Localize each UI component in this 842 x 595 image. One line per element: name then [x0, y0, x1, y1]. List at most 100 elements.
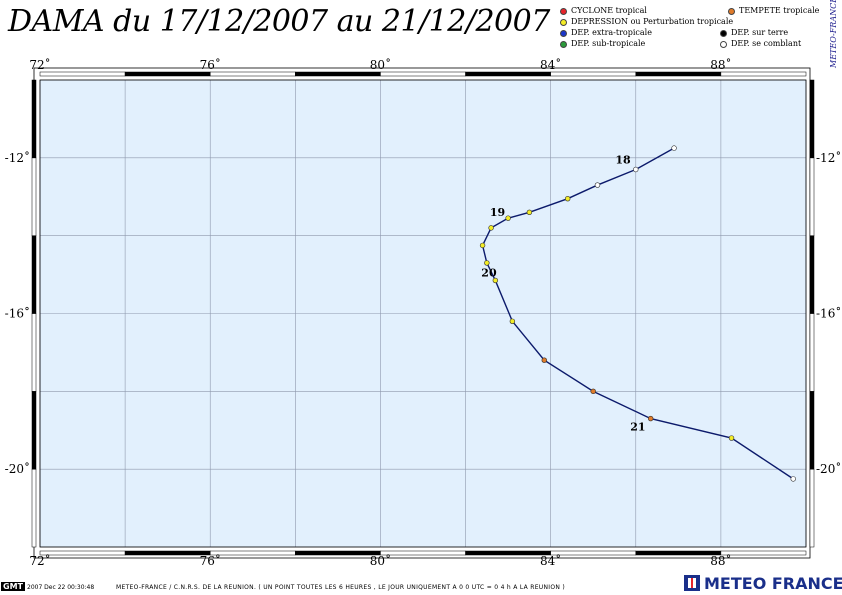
map-frame: [31, 71, 815, 556]
legend-label: DEPRESSION ou Perturbation tropicale: [571, 17, 734, 26]
white-dot-icon: [720, 40, 727, 48]
black-dot-icon: [720, 29, 727, 37]
frame-segment: [31, 468, 37, 548]
frame-segment: [809, 235, 815, 314]
day-label: 20: [481, 267, 497, 280]
lon-tick-label: 72˚: [29, 553, 50, 568]
track-point: [505, 215, 511, 221]
track-point: [526, 209, 533, 216]
legend-item: DEP. sub-tropicale: [560, 38, 645, 49]
track-point: [484, 260, 490, 266]
frame-segment: [809, 157, 815, 236]
legend-item: DEP. sur terre: [720, 27, 788, 38]
legend-label: TEMPETE tropicale: [739, 6, 820, 15]
track-point: [790, 476, 796, 482]
frame-segment: [124, 550, 211, 556]
map-title: DAMA du 17/12/2007 au 21/12/2007: [8, 4, 550, 39]
frame-segment: [550, 550, 637, 556]
axis-ticks: 72˚ 72˚ 76˚ 76˚ 80˚ 80˚ 84˚ 84˚ 88˚ 88˚ -12˚ -12˚ -1…: [5, 57, 842, 568]
track-point: [728, 435, 735, 441]
lon-tick-label: 84˚: [540, 553, 561, 568]
lon-tick-label: 72˚: [29, 57, 50, 72]
day-label: 18: [615, 154, 631, 167]
lat-tick-label: -20˚: [5, 461, 30, 476]
frame-segment: [209, 550, 296, 556]
frame-segment: [809, 391, 815, 470]
day-labels: 18 19 20 21: [481, 154, 645, 434]
legend-item: TEMPETE tropicale: [728, 5, 819, 16]
frame-segment: [31, 313, 37, 392]
frame-segment: [295, 550, 381, 556]
frame-segment: [635, 550, 722, 556]
track-point: [488, 225, 494, 231]
frame-segment: [465, 550, 551, 556]
track-point: [590, 388, 596, 395]
legend-label: CYCLONE tropical: [571, 6, 647, 15]
lon-tick-label: 80˚: [370, 553, 391, 568]
day-label: 21: [630, 420, 645, 433]
lat-tick-label: -16˚: [5, 306, 30, 321]
frame-segment: [720, 550, 807, 556]
frame-segment: [39, 71, 126, 77]
blue-dot-icon: [560, 29, 567, 37]
frame-segment: [31, 79, 37, 159]
map-border: [39, 79, 807, 548]
legend-label: DEP. sub-tropicale: [571, 39, 646, 48]
legend-label: DEP. se comblant: [731, 39, 802, 48]
legend-item: DEP. se comblant: [720, 38, 801, 49]
storm-track: [479, 145, 796, 482]
frame-segment: [209, 71, 296, 77]
track-point: [509, 318, 516, 324]
frame-segment: [380, 71, 466, 77]
track-point: [633, 166, 639, 173]
frame-segment: [720, 71, 807, 77]
legend-label: DEP. extra-tropicale: [571, 28, 652, 37]
timestamp: 2007 Dec 22 00:30:48: [27, 584, 95, 591]
lon-tick-label: 84˚: [540, 57, 561, 72]
lat-tick-label: -16˚: [816, 306, 841, 321]
legend-item: DEP. extra-tropicale: [560, 27, 652, 38]
lat-tick-label: -12˚: [816, 150, 841, 165]
track-point: [479, 242, 486, 249]
frame-segment: [31, 157, 37, 236]
frame-segment: [809, 313, 815, 392]
lon-tick-label: 76˚: [200, 57, 221, 72]
frame-segment: [809, 79, 815, 159]
lon-tick-label: 76˚: [200, 553, 221, 568]
day-label: 19: [490, 206, 505, 219]
frame-segment: [124, 71, 211, 77]
footer: GMT 2007 Dec 22 00:30:48 METEO-FRANCE / …: [0, 574, 842, 595]
orange-dot-icon: [728, 7, 735, 15]
meteo-france-logo-icon: [684, 575, 700, 591]
brand-name: METEO FRANCE: [704, 574, 842, 593]
track-point: [541, 357, 547, 363]
credit-line: METEO-FRANCE / C.N.R.S. DE LA REUNION. (…: [116, 584, 566, 591]
yellow-dot-icon: [560, 18, 567, 26]
track-point: [594, 182, 601, 188]
track-point: [492, 277, 499, 284]
frame-segment: [31, 235, 37, 314]
frame-segment: [295, 71, 381, 77]
track-point: [671, 145, 677, 151]
frame-segment: [809, 468, 815, 548]
frame-segment: [635, 71, 722, 77]
track-point: [647, 415, 654, 422]
legend-item: CYCLONE tropical: [560, 5, 647, 16]
lon-tick-label: 88˚: [710, 57, 731, 72]
legend-label: DEP. sur terre: [731, 28, 789, 37]
frame-segment: [550, 71, 637, 77]
lon-tick-label: 88˚: [710, 553, 731, 568]
frame-segment: [39, 550, 126, 556]
lon-tick-label: 80˚: [370, 57, 391, 72]
lat-tick-label: -12˚: [5, 150, 30, 165]
green-dot-icon: [560, 40, 567, 48]
frame-segment: [380, 550, 466, 556]
cyclone-track-map: 72˚ 72˚ 76˚ 76˚ 80˚ 80˚ 84˚ 84˚ 88˚ 88˚ -12˚ -12˚ -1…: [5, 57, 842, 568]
gmt-badge: GMT: [1, 582, 25, 591]
red-dot-icon: [560, 7, 567, 15]
track-point: [564, 195, 571, 202]
frame-segment: [31, 391, 37, 470]
lat-tick-label: -20˚: [816, 461, 841, 476]
frame-segment: [465, 71, 551, 77]
track-line: [481, 147, 794, 480]
